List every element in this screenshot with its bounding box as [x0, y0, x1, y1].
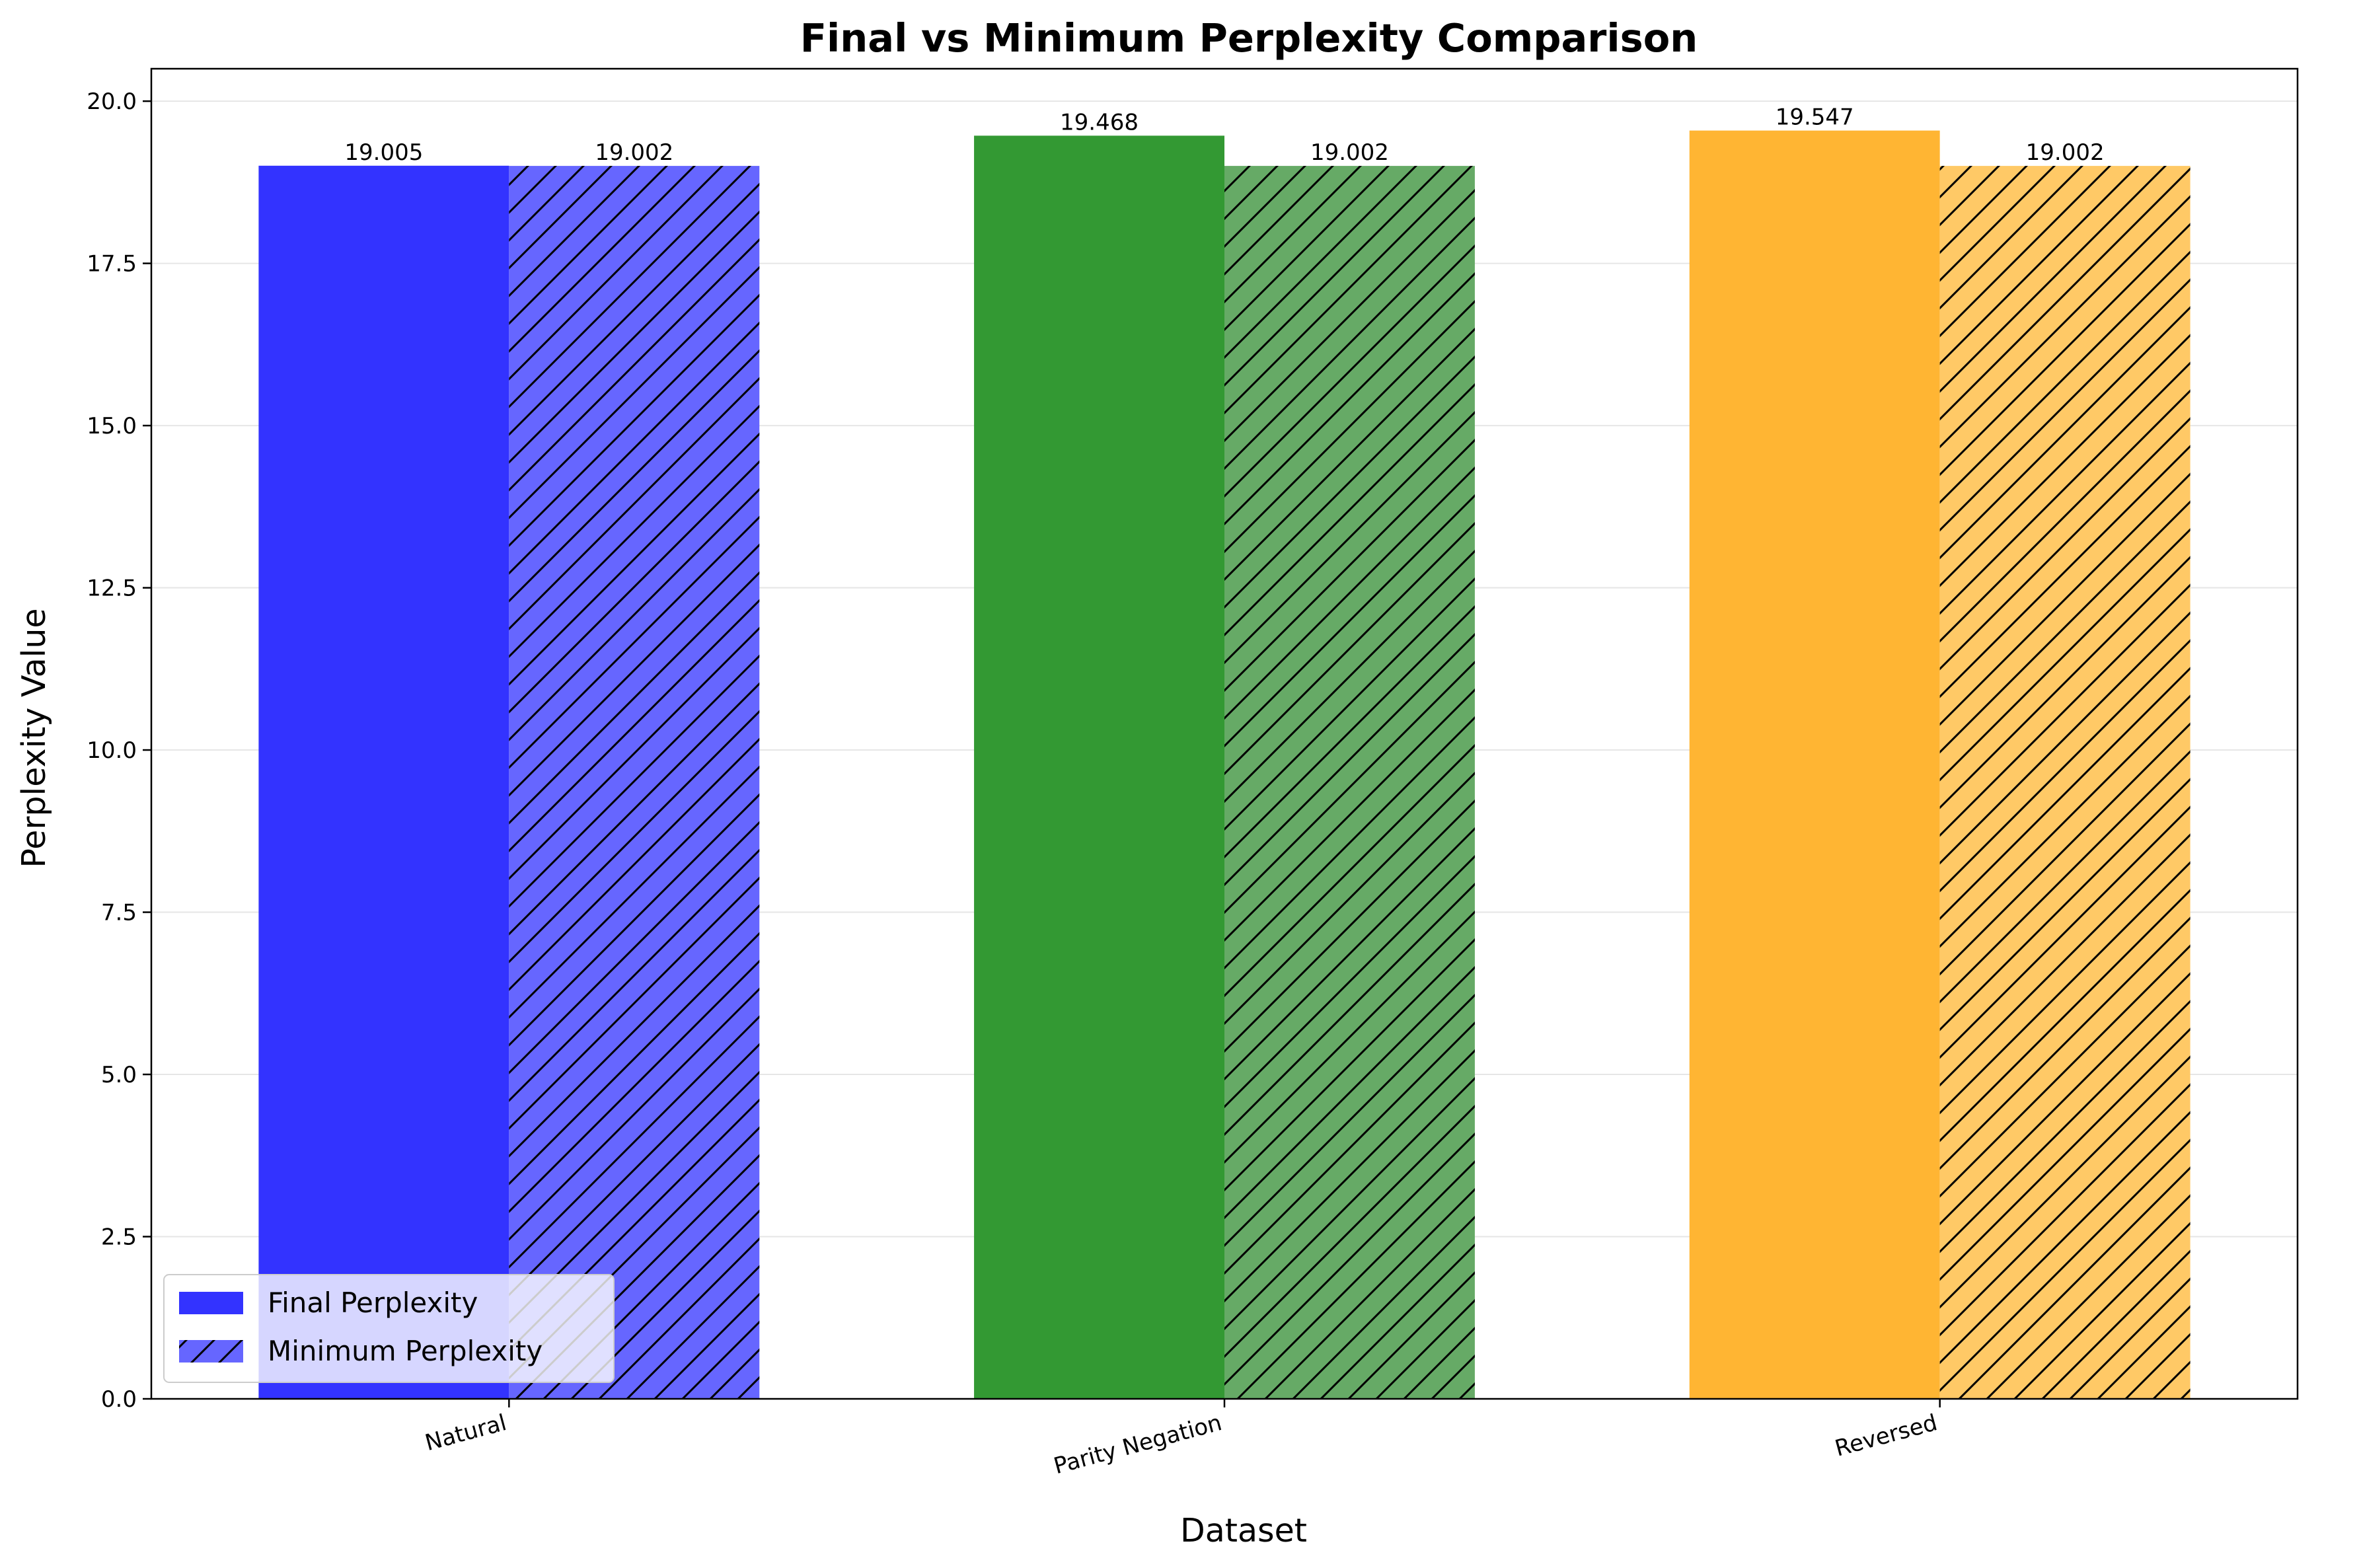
- legend-swatch-hatch: [179, 1340, 243, 1363]
- bar-final-perplexity: [258, 165, 509, 1399]
- bar-value-label: 19.002: [2026, 139, 2105, 166]
- x-tick-label: Parity Negation: [1051, 1409, 1224, 1479]
- y-tick-label: 7.5: [101, 900, 137, 926]
- bar-value-label: 19.002: [1310, 139, 1389, 166]
- legend-box: [163, 1274, 615, 1383]
- legend: Final Perplexity Minimum Perplexity: [163, 1274, 615, 1383]
- bar-value-label: 19.547: [1776, 104, 1854, 131]
- y-tick-label: 5.0: [101, 1062, 137, 1088]
- y-tick-label: 17.5: [87, 251, 137, 278]
- bars: 19.005 19.002 19.468 19.002 19.547 19.002: [258, 104, 2190, 1399]
- y-tick-label: 10.0: [87, 737, 137, 764]
- y-tick-label: 15.0: [87, 413, 137, 439]
- legend-swatch-final: [179, 1292, 243, 1314]
- bar-hatch: [1224, 166, 1475, 1399]
- y-tick-label: 12.5: [87, 576, 137, 602]
- chart-title: Final vs Minimum Perplexity Comparison: [800, 15, 1698, 61]
- x-tick-label: Natural: [422, 1409, 509, 1456]
- bar-value-label: 19.002: [595, 139, 673, 166]
- y-axis-title: Perplexity Value: [15, 608, 53, 868]
- plot-frame: [150, 67, 2299, 1400]
- x-axis-title: Dataset: [1180, 1512, 1307, 1549]
- bar-final-perplexity: [1689, 130, 1940, 1399]
- legend-label-final: Final Perplexity: [268, 1287, 478, 1319]
- x-tick-label: Reversed: [1832, 1409, 1940, 1462]
- bar-hatch: [509, 166, 760, 1399]
- y-tick-label: 20.0: [87, 89, 137, 115]
- y-tick-label: 0.0: [101, 1386, 137, 1413]
- bar-hatch: [1939, 166, 2190, 1399]
- y-tick-label: 2.5: [101, 1224, 137, 1251]
- bar-final-perplexity: [974, 135, 1224, 1399]
- legend-label-minimum: Minimum Perplexity: [268, 1335, 543, 1367]
- bar-value-label: 19.005: [344, 139, 423, 166]
- bar-value-label: 19.468: [1060, 109, 1139, 135]
